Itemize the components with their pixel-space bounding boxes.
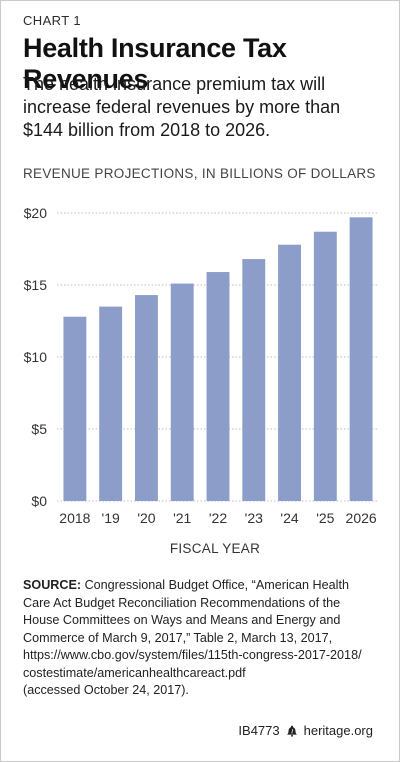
bar-21: [170, 283, 194, 501]
bar-24: [278, 244, 302, 501]
y-tick-label: $5: [31, 421, 47, 437]
x-tick-label: '20: [137, 510, 155, 526]
y-tick-labels: $0 $5 $10 $15 $20: [24, 205, 48, 509]
x-tick-label: '19: [102, 510, 120, 526]
bar-22: [206, 272, 230, 501]
chart-kicker: CHART 1: [23, 13, 81, 28]
x-tick-label: '21: [173, 510, 191, 526]
bar-2026: [349, 217, 373, 501]
footer: IB4773 heritage.org: [238, 723, 373, 738]
x-tick-label: '22: [209, 510, 227, 526]
site-name: heritage.org: [303, 723, 373, 738]
bar-2018: [63, 316, 87, 501]
source-url: https://www.cbo.gov/system/files/115th-c…: [23, 648, 362, 662]
source-line: Care Act Budget Reconciliation Recommend…: [23, 595, 341, 610]
y-tick-label: $15: [24, 277, 48, 293]
x-tick-labels: 2018 '19 '20 '21 '22 '23 '24 '25 2026: [59, 510, 377, 526]
source-line: Commerce of March 9, 2017,” Table 2, Mar…: [23, 630, 333, 645]
chart-title: Health Insurance Tax Revenues: [23, 33, 287, 94]
source-label: SOURCE:: [23, 578, 82, 592]
y-tick-label: $20: [24, 205, 48, 221]
source-note: SOURCE: Congressional Budget Office, “Am…: [23, 577, 383, 700]
bar-23: [242, 259, 266, 501]
bar-20: [134, 295, 158, 501]
source-line: Congressional Budget Office, “American H…: [84, 578, 349, 592]
y-tick-label: $10: [24, 349, 48, 365]
chart-subtitle: The health insurance premium tax will in…: [23, 74, 341, 140]
report-id: IB4773: [238, 723, 280, 738]
liberty-bell-icon: [286, 725, 297, 737]
y-axis-caption: REVENUE PROJECTIONS, IN BILLIONS OF DOLL…: [23, 166, 376, 181]
bar-25: [313, 231, 337, 501]
bar-19: [99, 306, 123, 501]
bar-chart: $0$5$10$15$20 2018'19'20'21'22'23'24'25 2…: [24, 205, 379, 526]
x-tick-label: '25: [316, 510, 334, 526]
x-tick-label: 2018: [59, 510, 90, 526]
x-axis-title: FISCAL YEAR: [169, 541, 261, 556]
source-url: costestimate/americanhealthcareact.pdf: [23, 665, 246, 680]
x-tick-label: 2026: [346, 510, 377, 526]
source-line: House Committees on Ways and Means and E…: [23, 613, 341, 627]
y-tick-label: $0: [31, 493, 47, 509]
source-line: (accessed October 24, 2017).: [23, 683, 189, 697]
bars: [63, 217, 373, 501]
x-tick-label: '23: [245, 510, 263, 526]
x-tick-label: '24: [280, 510, 298, 526]
